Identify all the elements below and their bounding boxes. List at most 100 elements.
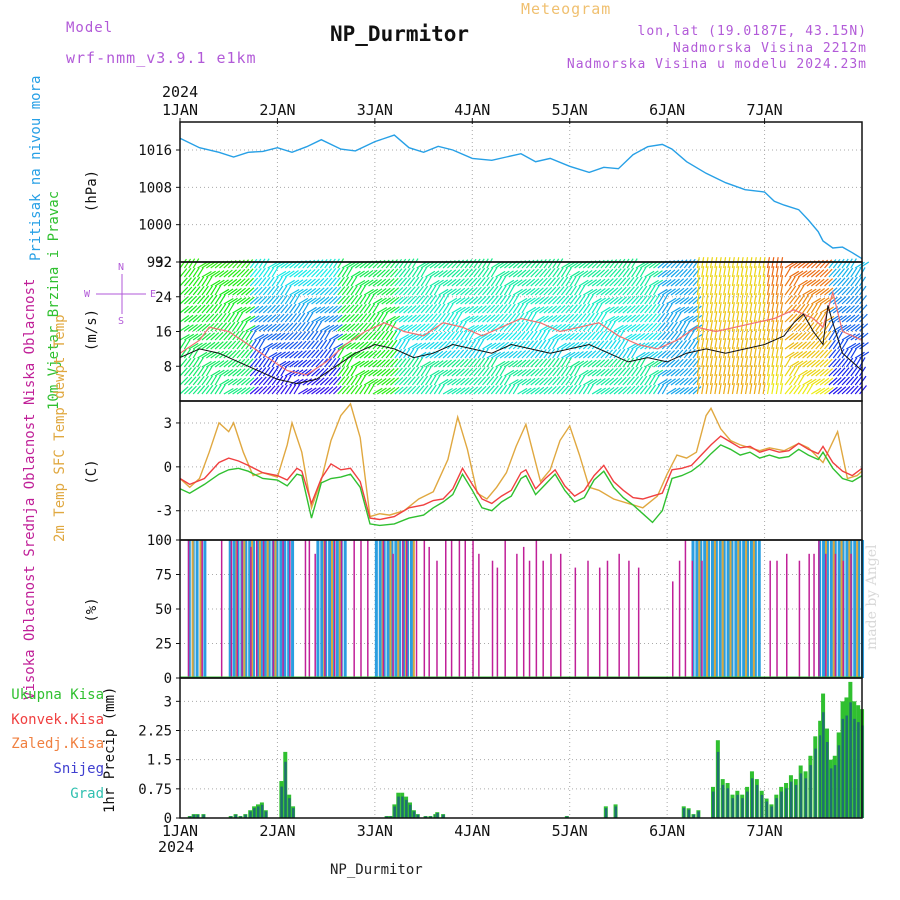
wind-barb xyxy=(324,286,333,296)
wind-barb xyxy=(267,276,275,287)
wind-barb xyxy=(311,340,319,350)
wind-barb xyxy=(561,342,571,350)
wind-barb xyxy=(556,376,565,386)
wind-barb xyxy=(784,261,795,269)
wind-barb xyxy=(841,258,849,269)
wind-barb xyxy=(701,311,705,323)
wind-barb xyxy=(280,285,288,296)
wind-barb xyxy=(819,330,828,341)
high-cloud-bar xyxy=(825,540,829,678)
wind-barb xyxy=(398,305,409,314)
wind-barb xyxy=(241,386,251,395)
wind-barb xyxy=(416,342,427,350)
wind-barb xyxy=(679,386,689,395)
wind-barb xyxy=(622,339,630,350)
wind-barb xyxy=(578,279,589,287)
wind-barb xyxy=(381,306,392,314)
wind-barb xyxy=(280,384,288,395)
wind-barb xyxy=(802,384,809,395)
wind-barb xyxy=(332,367,341,377)
wind-barb xyxy=(723,284,727,296)
wind-barb xyxy=(736,374,740,386)
wind-barb xyxy=(350,332,360,341)
wind-barb xyxy=(276,323,285,332)
wind-barb xyxy=(845,357,854,368)
low-cloud-bar xyxy=(574,567,577,678)
wind-barb xyxy=(420,323,430,332)
wind-barb xyxy=(495,276,503,287)
wind-barb xyxy=(622,385,632,395)
wind-barb xyxy=(850,376,859,386)
wind-barb xyxy=(696,338,700,350)
wind-barb xyxy=(648,285,656,296)
wind-barb xyxy=(631,357,639,368)
wind-barb xyxy=(613,324,624,332)
wind-barb xyxy=(183,277,192,287)
wind-barb xyxy=(731,365,735,377)
wind-barb xyxy=(407,286,416,296)
low-cloud-bar xyxy=(220,540,223,678)
wind-barb xyxy=(477,339,485,350)
wind-barb xyxy=(657,331,666,341)
wind-barb xyxy=(736,338,740,350)
wind-barb xyxy=(714,365,718,377)
mid-cloud-bar xyxy=(258,540,261,678)
wind-barb xyxy=(306,321,314,332)
high-cloud-bar xyxy=(335,540,339,678)
wind-barb xyxy=(653,331,662,341)
high-cloud-bar xyxy=(734,540,738,678)
wind-barb xyxy=(416,276,424,287)
wind-barb xyxy=(679,259,688,269)
wind-barb xyxy=(670,359,680,368)
wind-barb xyxy=(569,366,577,377)
wind-barb xyxy=(403,376,412,386)
wind-barb xyxy=(854,267,862,278)
wind-barb xyxy=(644,270,655,278)
precip-bar-inner xyxy=(716,751,720,818)
wind-barb xyxy=(753,284,757,296)
wind-barb xyxy=(192,267,200,278)
wind-barb xyxy=(455,340,464,350)
mid-cloud-bar xyxy=(729,540,732,678)
wind-barb xyxy=(841,314,852,323)
y-tick-label: 16 xyxy=(155,325,172,341)
wind-barb xyxy=(245,377,255,386)
precip-bar-inner xyxy=(841,718,845,818)
wind-barb xyxy=(622,367,631,377)
wind-barb xyxy=(850,286,859,296)
sfc-temp-line xyxy=(179,402,863,518)
wind-barb xyxy=(468,296,479,305)
wind-barb xyxy=(249,315,260,323)
wind-barb xyxy=(543,376,553,386)
wind-barb xyxy=(438,279,449,287)
wind-barb xyxy=(556,342,567,350)
wind-barb xyxy=(381,287,391,296)
wind-barb xyxy=(411,267,419,278)
wind-barb xyxy=(701,374,705,386)
wind-barb xyxy=(714,374,718,386)
wind-barb xyxy=(604,287,615,296)
wind-barb xyxy=(534,367,544,377)
wind-barb xyxy=(609,386,619,395)
wind-barb xyxy=(534,268,544,278)
wind-barb xyxy=(749,302,753,314)
wind-barb xyxy=(631,366,639,377)
wind-barb xyxy=(797,294,805,305)
y-tick-label: 1000 xyxy=(138,218,172,234)
wind-barb xyxy=(556,333,567,341)
wind-barb xyxy=(223,269,233,278)
wind-barb xyxy=(771,293,775,305)
wind-barb-field xyxy=(179,257,870,395)
wind-barb xyxy=(337,376,346,386)
wind-barb xyxy=(249,268,258,278)
wind-barb xyxy=(604,268,614,278)
wind-barb xyxy=(477,295,487,305)
wind-barb xyxy=(661,294,669,305)
wind-barb xyxy=(547,305,558,314)
wind-barb xyxy=(635,276,643,287)
wind-barb xyxy=(210,341,220,350)
wind-barb xyxy=(411,286,420,296)
precip-bar-inner xyxy=(837,745,841,818)
wind-barb xyxy=(565,261,576,269)
wind-barb xyxy=(775,374,779,386)
